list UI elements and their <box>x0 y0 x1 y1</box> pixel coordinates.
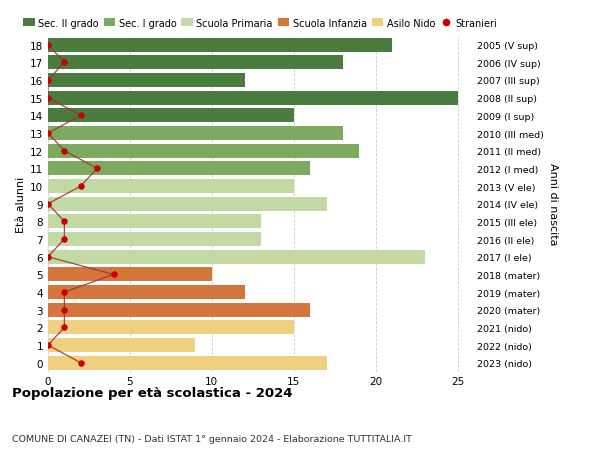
Point <box>59 60 69 67</box>
Point <box>43 42 53 49</box>
Text: Popolazione per età scolastica - 2024: Popolazione per età scolastica - 2024 <box>12 386 293 399</box>
Bar <box>48 127 343 141</box>
Bar <box>48 197 326 211</box>
Point <box>59 324 69 331</box>
Bar <box>48 144 359 158</box>
Point <box>43 201 53 208</box>
Bar <box>48 303 310 317</box>
Bar <box>48 179 294 194</box>
Bar <box>48 215 261 229</box>
Point <box>76 183 86 190</box>
Bar <box>48 91 458 106</box>
Bar <box>48 268 212 282</box>
Point <box>59 148 69 155</box>
Bar <box>48 56 343 70</box>
Point <box>59 218 69 225</box>
Bar <box>48 321 294 335</box>
Legend: Sec. II grado, Sec. I grado, Scuola Primaria, Scuola Infanzia, Asilo Nido, Stran: Sec. II grado, Sec. I grado, Scuola Prim… <box>23 18 497 28</box>
Point <box>43 77 53 84</box>
Point <box>109 271 118 279</box>
Point <box>76 359 86 367</box>
Point <box>76 112 86 120</box>
Point <box>59 307 69 314</box>
Y-axis label: Anni di nascita: Anni di nascita <box>548 163 557 246</box>
Bar <box>48 162 310 176</box>
Bar <box>48 250 425 264</box>
Point <box>59 289 69 296</box>
Bar <box>48 232 261 246</box>
Bar <box>48 74 245 88</box>
Bar <box>48 39 392 53</box>
Bar <box>48 356 326 370</box>
Point <box>92 165 102 173</box>
Bar <box>48 338 196 353</box>
Y-axis label: Età alunni: Età alunni <box>16 176 26 232</box>
Point <box>43 95 53 102</box>
Text: COMUNE DI CANAZEI (TN) - Dati ISTAT 1° gennaio 2024 - Elaborazione TUTTITALIA.IT: COMUNE DI CANAZEI (TN) - Dati ISTAT 1° g… <box>12 434 412 443</box>
Point <box>43 341 53 349</box>
Bar <box>48 109 294 123</box>
Point <box>43 253 53 261</box>
Point <box>59 236 69 243</box>
Bar <box>48 285 245 299</box>
Point <box>43 130 53 137</box>
